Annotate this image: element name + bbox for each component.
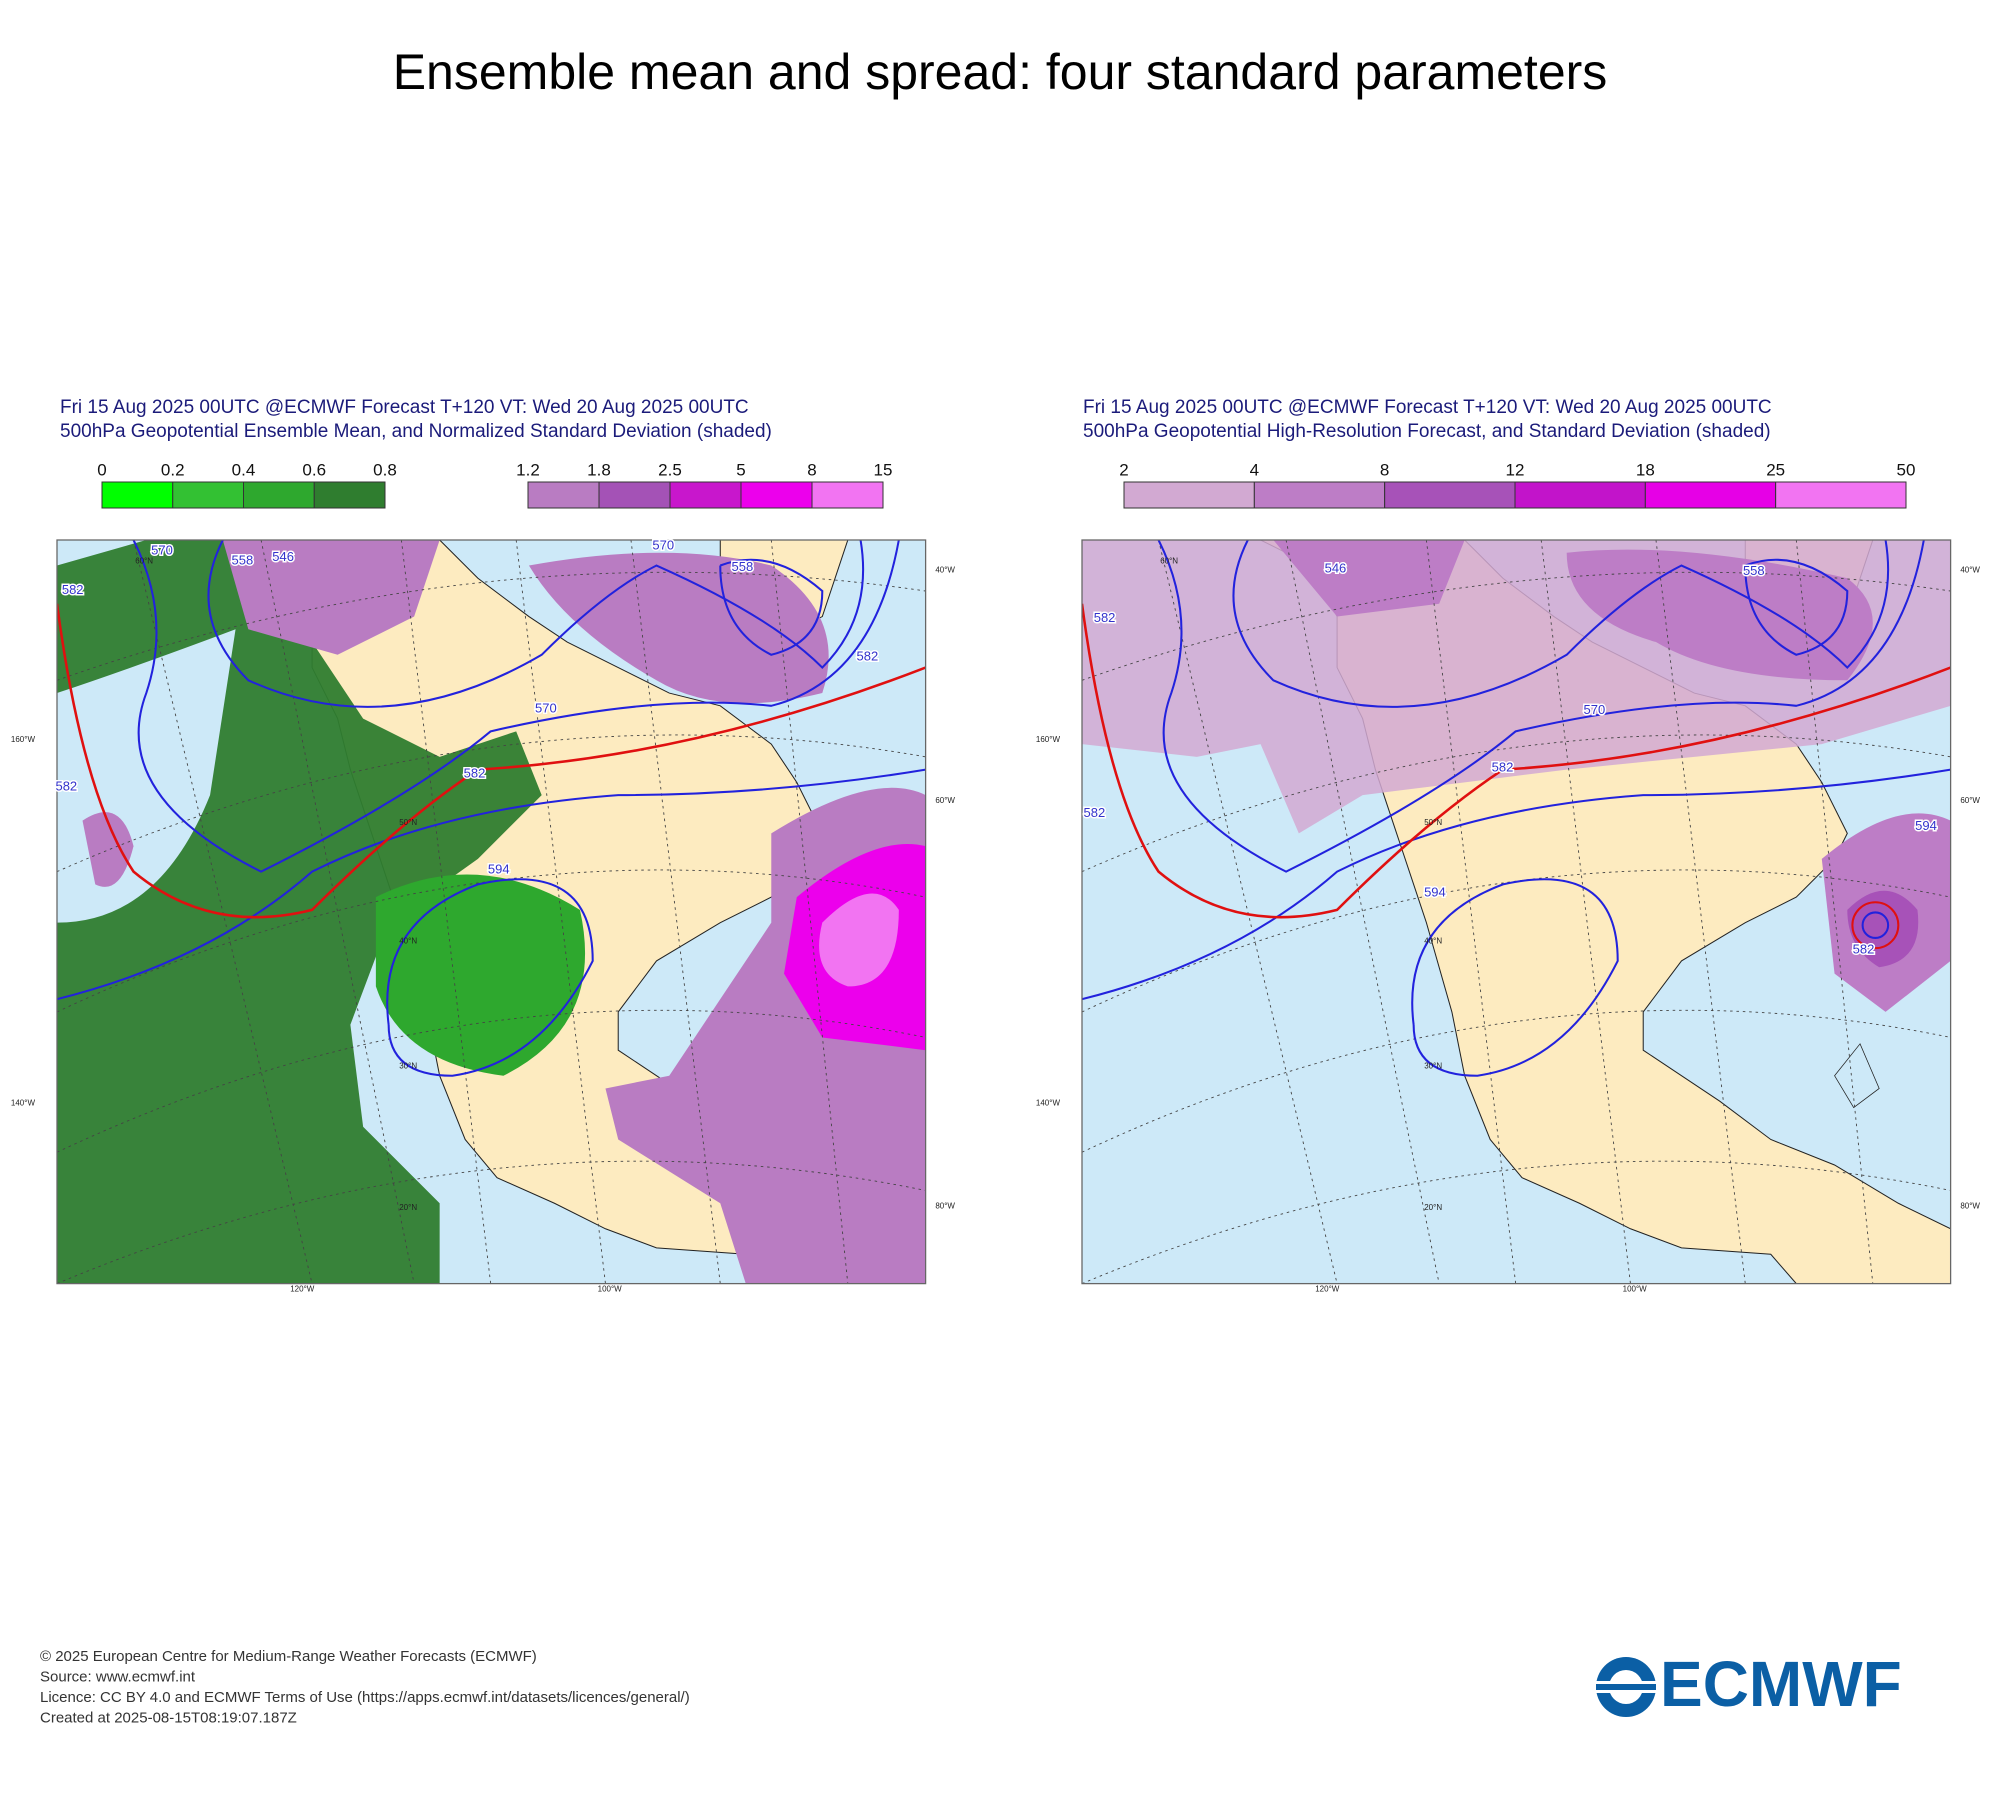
contour-label: 582 bbox=[62, 582, 84, 597]
contour-label: 570 bbox=[1584, 702, 1606, 717]
grid-label: 60°W bbox=[1960, 796, 1980, 805]
contour-label: 570 bbox=[535, 701, 557, 716]
grid-label: 140°W bbox=[1036, 1098, 1061, 1107]
logo-text: ECMWF bbox=[1660, 1648, 1902, 1720]
colorbar-label: 0.8 bbox=[373, 460, 397, 479]
contour-label: 582 bbox=[1492, 759, 1514, 774]
colorbar-swatch bbox=[1384, 481, 1516, 509]
contour-label: 594 bbox=[1424, 884, 1446, 899]
page-title: Ensemble mean and spread: four standard … bbox=[393, 44, 1608, 100]
colorbar-label: 1.2 bbox=[516, 460, 540, 479]
grid-label: 40°N bbox=[399, 936, 417, 945]
logo-mark bbox=[1596, 1657, 1656, 1717]
colorbar-label: 2.5 bbox=[658, 460, 682, 479]
colorbar-label: 5 bbox=[736, 460, 745, 479]
grid-label: 100°W bbox=[1623, 1285, 1648, 1294]
contour-label: 594 bbox=[1915, 818, 1937, 833]
grid-label: 140°W bbox=[11, 1098, 36, 1107]
grid-label: 20°N bbox=[1424, 1203, 1442, 1212]
colorbar-swatch bbox=[598, 481, 671, 509]
colorbar-label: 4 bbox=[1250, 460, 1259, 479]
contour-label: 570 bbox=[151, 542, 173, 557]
contour-label: 582 bbox=[856, 648, 878, 663]
colorbar-label: 0.6 bbox=[302, 460, 326, 479]
contour-label: 582 bbox=[55, 778, 77, 793]
colorbar-swatch bbox=[740, 481, 813, 509]
grid-label: 40°N bbox=[1424, 936, 1442, 945]
map-left bbox=[56, 539, 927, 1285]
contour-label: 582 bbox=[1853, 942, 1875, 957]
contour-label: 582 bbox=[1084, 805, 1106, 820]
contour-label: 582 bbox=[464, 766, 486, 781]
colorbar-label: 1.8 bbox=[587, 460, 611, 479]
colorbar-label: 0 bbox=[97, 460, 106, 479]
colorbar-swatch bbox=[527, 481, 600, 509]
colorbar-swatch bbox=[1123, 481, 1255, 509]
grid-label: 60°N bbox=[1160, 556, 1178, 565]
grid-label: 30°N bbox=[1424, 1061, 1442, 1070]
grid-label: 40°W bbox=[1960, 565, 1980, 574]
colorbar-label: 15 bbox=[874, 460, 893, 479]
colorbar-label: 50 bbox=[1897, 460, 1916, 479]
colorbar-label: 8 bbox=[807, 460, 816, 479]
colorbar-label: 12 bbox=[1506, 460, 1525, 479]
colorbar-swatch bbox=[1775, 481, 1907, 509]
grid-label: 50°N bbox=[399, 818, 417, 827]
grid-label: 120°W bbox=[1315, 1285, 1340, 1294]
colorbar-swatch bbox=[243, 481, 315, 509]
map-right bbox=[1081, 539, 1952, 1285]
colorbar-label: 25 bbox=[1766, 460, 1785, 479]
contour-label: 546 bbox=[1325, 560, 1347, 575]
panel-header: Fri 15 Aug 2025 00UTC @ECMWF Forecast T+… bbox=[1083, 397, 1772, 418]
panel-header: 500hPa Geopotential Ensemble Mean, and N… bbox=[60, 421, 772, 442]
grid-label: 80°W bbox=[1960, 1202, 1980, 1211]
contour-label: 582 bbox=[1094, 610, 1116, 625]
contour-label: 546 bbox=[272, 549, 294, 564]
panel-header: Fri 15 Aug 2025 00UTC @ECMWF Forecast T+… bbox=[60, 397, 749, 418]
colorbar-swatch bbox=[172, 481, 244, 509]
colorbar-swatch bbox=[101, 481, 174, 509]
colorbar-swatch bbox=[313, 481, 386, 509]
grid-label: 120°W bbox=[290, 1285, 315, 1294]
colorbar-label: 2 bbox=[1119, 460, 1128, 479]
grid-label: 60°W bbox=[935, 796, 955, 805]
footer-line: Created at 2025-08-15T08:19:07.187Z bbox=[40, 1709, 297, 1726]
grid-label: 160°W bbox=[1036, 735, 1061, 744]
contour-label: 570 bbox=[652, 537, 674, 552]
colorbar-swatch bbox=[1644, 481, 1777, 509]
colorbar-label: 0.4 bbox=[232, 460, 256, 479]
footer-line: © 2025 European Centre for Medium-Range … bbox=[40, 1648, 537, 1665]
grid-label: 60°N bbox=[135, 556, 153, 565]
grid-label: 80°W bbox=[935, 1202, 955, 1211]
contour-label: 558 bbox=[231, 553, 253, 568]
grid-label: 50°N bbox=[1424, 818, 1442, 827]
contour-label: 558 bbox=[731, 559, 753, 574]
contour-label: 594 bbox=[488, 861, 510, 876]
colorbar-label: 8 bbox=[1380, 460, 1389, 479]
footer-line: Source: www.ecmwf.int bbox=[40, 1668, 196, 1685]
colorbar-swatch bbox=[669, 481, 742, 509]
grid-label: 40°W bbox=[935, 565, 955, 574]
grid-label: 160°W bbox=[11, 735, 36, 744]
contour-label: 558 bbox=[1743, 563, 1765, 578]
grid-label: 20°N bbox=[399, 1203, 417, 1212]
panel-header: 500hPa Geopotential High-Resolution Fore… bbox=[1083, 421, 1771, 442]
grid-label: 30°N bbox=[399, 1061, 417, 1070]
footer-line: Licence: CC BY 4.0 and ECMWF Terms of Us… bbox=[40, 1689, 690, 1706]
colorbar-swatch bbox=[1253, 481, 1386, 509]
colorbar-swatch bbox=[811, 481, 884, 509]
grid-label: 100°W bbox=[598, 1285, 623, 1294]
colorbar-label: 0.2 bbox=[161, 460, 185, 479]
colorbar-swatch bbox=[1514, 481, 1646, 509]
colorbar-label: 18 bbox=[1636, 460, 1655, 479]
